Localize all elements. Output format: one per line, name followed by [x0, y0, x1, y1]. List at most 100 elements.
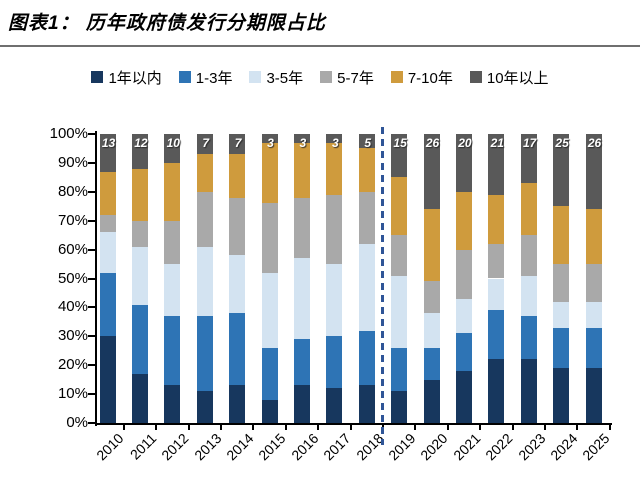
bar-segment-2013-5-7年	[196, 191, 213, 247]
bar-top-label-2016: 3	[299, 136, 307, 150]
bar-segment-2022-10年以上	[488, 134, 505, 195]
bar-segment-2011-1-3年	[131, 304, 148, 374]
bar-segment-2016-1年以内	[293, 385, 310, 423]
bar-segment-2025-1年以内	[585, 368, 602, 423]
bar-segment-2023-1-3年	[520, 316, 537, 360]
bar-segment-2023-3-5年	[520, 275, 537, 317]
y-axis-tick	[88, 219, 95, 222]
x-axis-tick	[511, 423, 514, 430]
bar-segment-2012-7-10年	[164, 162, 181, 221]
bar-segment-2018-10年以上	[358, 134, 375, 149]
y-axis-label-20: 20%	[57, 356, 88, 374]
x-axis-label-2023: 2023	[514, 430, 549, 464]
bar-segment-2011-3-5年	[131, 246, 148, 305]
bar-segment-2019-3-5年	[391, 275, 408, 348]
legend-swatch-icon	[91, 71, 104, 83]
bar-segment-2017-10年以上	[326, 134, 343, 143]
bar-top-label-2015: 3	[267, 136, 274, 150]
bar-segment-2013-10年以上	[196, 134, 213, 155]
bar-segment-2012-10年以上	[164, 134, 181, 163]
bar-segment-2013-1-3年	[196, 316, 213, 392]
bar-segment-2021-1年以内	[455, 370, 472, 423]
x-axis-label-2022: 2022	[482, 430, 516, 464]
bar-segment-2023-7-10年	[520, 183, 537, 236]
bar-segment-2019-1-3年	[391, 347, 408, 392]
bar-top-label-2010: 13	[101, 136, 116, 150]
x-axis-label-2019: 2019	[385, 430, 419, 464]
y-axis-label-0: 0%	[66, 414, 88, 431]
bar-segment-2022-7-10年	[488, 194, 505, 244]
legend-label: 1年以内	[108, 69, 162, 87]
y-axis-tick	[88, 277, 95, 280]
bar-segment-2015-1-3年	[261, 347, 278, 400]
bar-segment-2020-10年以上	[423, 134, 440, 210]
bar-segment-2024-5-7年	[553, 264, 570, 302]
legend-item-5-7年: 5-7年	[320, 67, 374, 88]
x-axis-tick	[446, 423, 449, 430]
bar-segment-2022-1-3年	[488, 310, 505, 360]
bar-segment-2015-10年以上	[261, 134, 278, 143]
bar-segment-2025-10年以上	[585, 134, 602, 210]
bar-segment-2010-3-5年	[99, 232, 116, 273]
bar-top-label-2012: 10	[166, 136, 180, 150]
y-axis-label-60: 60%	[57, 240, 88, 258]
legend-label: 7-10年	[407, 69, 453, 87]
bar-segment-2023-5-7年	[520, 235, 537, 276]
legend-swatch-icon	[249, 71, 262, 83]
y-axis-label-90: 90%	[57, 153, 88, 171]
y-axis-tick	[88, 133, 95, 135]
bar-segment-2020-5-7年	[423, 281, 440, 314]
legend-swatch-icon	[390, 71, 403, 83]
y-axis-label-10: 10%	[57, 385, 88, 403]
bar-segment-2020-1-3年	[423, 347, 440, 380]
y-axis-tick	[88, 248, 95, 251]
bar-segment-2020-7-10年	[423, 209, 440, 282]
bar-top-label-2014: 7	[234, 136, 242, 150]
bar-segment-2024-7-10年	[553, 206, 570, 265]
x-axis-tick	[576, 423, 579, 430]
legend-swatch-icon	[178, 71, 191, 83]
legend-swatch-icon	[320, 71, 333, 83]
x-axis-label-2016: 2016	[287, 430, 322, 464]
bar-segment-2021-5-7年	[455, 249, 472, 299]
bar-segment-2010-1-3年	[99, 272, 116, 337]
bar-segment-2021-3-5年	[455, 298, 472, 334]
bar-segment-2014-1年以内	[229, 385, 246, 423]
bar-segment-2015-7-10年	[261, 142, 278, 204]
bar-segment-2019-7-10年	[391, 177, 408, 236]
bar-segment-2017-1年以内	[326, 388, 343, 423]
bar-segment-2022-5-7年	[488, 243, 505, 279]
bar-segment-2024-10年以上	[553, 134, 570, 207]
legend-label: 1-3年	[195, 69, 233, 87]
x-axis-tick	[284, 423, 287, 430]
bar-segment-2018-5-7年	[358, 191, 375, 244]
bar-segment-2018-3-5年	[358, 243, 375, 331]
bar-segment-2012-1年以内	[164, 385, 181, 423]
x-axis-label-2014: 2014	[223, 430, 257, 464]
bar-segment-2019-5-7年	[391, 235, 408, 276]
y-axis-tick	[88, 422, 95, 424]
x-axis-tick	[187, 423, 190, 430]
x-axis-tick	[317, 423, 320, 430]
bar-segment-2017-7-10年	[326, 142, 343, 195]
bar-segment-2010-10年以上	[99, 134, 116, 172]
bar-segment-2015-3-5年	[261, 272, 278, 348]
y-axis-tick	[88, 393, 95, 396]
y-axis-line	[95, 131, 97, 426]
bar-segment-2019-1年以内	[391, 391, 408, 423]
legend-label: 3-5年	[266, 69, 304, 87]
y-axis-label-30: 30%	[57, 327, 88, 345]
bar-segment-2011-5-7年	[131, 220, 148, 247]
bar-segment-2025-1-3年	[585, 327, 602, 369]
y-axis-label-80: 80%	[57, 182, 88, 200]
bar-segment-2019-10年以上	[391, 134, 408, 178]
bar-top-label-2019: 15	[393, 136, 407, 150]
bar-segment-2013-3-5年	[196, 246, 213, 317]
bar-segment-2018-1-3年	[358, 330, 375, 386]
x-axis-tick	[543, 423, 546, 430]
bar-segment-2025-5-7年	[585, 264, 602, 302]
x-axis-label-2013: 2013	[190, 430, 225, 464]
bar-segment-2016-10年以上	[293, 134, 310, 143]
chart-title: 图表1： 历年政府债发行分期限占比	[8, 13, 326, 34]
